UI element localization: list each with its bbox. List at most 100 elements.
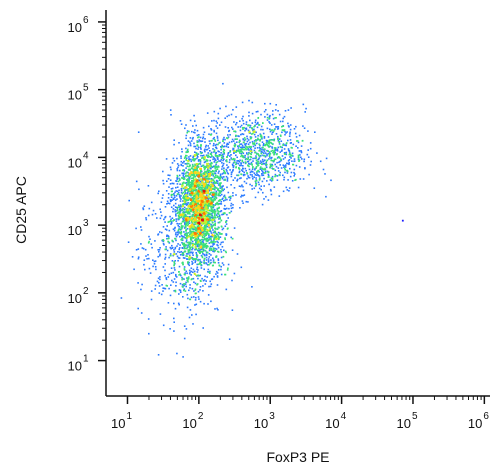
event-dot (224, 138, 226, 141)
event-dot (185, 154, 187, 157)
event-dot (135, 180, 138, 183)
event-dot (205, 259, 208, 261)
event-dot (180, 205, 182, 208)
event-dot (164, 248, 167, 251)
event-dot (212, 219, 215, 221)
event-dot (210, 210, 213, 212)
y-tick-label-exponent: 5 (83, 83, 89, 94)
event-dot (192, 268, 195, 271)
event-dot (273, 128, 276, 131)
event-dot (216, 155, 218, 157)
event-dot (322, 168, 325, 171)
event-dot (149, 238, 151, 240)
event-dot (286, 189, 289, 191)
event-dot (274, 158, 277, 161)
event-dot (264, 159, 266, 161)
event-dot (173, 193, 175, 195)
event-dot (137, 257, 140, 260)
event-dot (254, 180, 257, 183)
event-dot (229, 155, 231, 157)
event-dot (176, 209, 179, 211)
event-dot (216, 215, 219, 218)
event-dot (213, 191, 215, 194)
event-dot (287, 125, 290, 127)
event-dot (200, 212, 202, 214)
event-dot (237, 174, 240, 177)
event-dot (274, 148, 277, 150)
event-dot (215, 169, 217, 171)
event-dot (173, 251, 176, 253)
event-dot (220, 273, 223, 276)
event-dot (259, 135, 262, 137)
event-dot (213, 198, 216, 201)
event-dot (195, 180, 197, 183)
event-dot (216, 233, 218, 236)
event-dot (164, 206, 167, 208)
event-dot (287, 149, 290, 152)
event-dot (216, 233, 219, 236)
event-dot (238, 164, 241, 167)
event-dot (260, 161, 263, 164)
event-dot (199, 199, 201, 202)
event-dot (189, 155, 192, 157)
event-dot (206, 251, 209, 254)
event-dot (196, 173, 199, 176)
event-dot (207, 156, 210, 158)
event-dot (246, 135, 248, 138)
event-dot (201, 219, 203, 222)
event-dot (187, 277, 190, 280)
event-dot (181, 220, 184, 223)
event-dot (178, 289, 181, 291)
event-dot (290, 155, 292, 157)
event-dot (239, 126, 242, 128)
event-dot (167, 202, 170, 204)
event-dot (207, 191, 209, 193)
event-dot (191, 240, 194, 243)
event-dot (176, 178, 178, 180)
event-dot (190, 167, 193, 169)
event-dot (187, 244, 189, 246)
event-dot (142, 207, 144, 209)
event-dot (179, 205, 181, 208)
event-dot (270, 150, 273, 152)
event-dot (262, 172, 264, 174)
event-dot (173, 290, 175, 292)
event-dot (231, 249, 234, 251)
event-dot (207, 205, 209, 208)
event-dot (205, 210, 208, 213)
event-dot (287, 139, 289, 142)
event-dot (278, 141, 281, 143)
event-dot (272, 110, 274, 112)
event-dot (189, 213, 191, 215)
event-dot (190, 251, 192, 253)
event-dot (221, 246, 224, 248)
event-dot (179, 120, 182, 122)
event-dot (250, 145, 252, 148)
event-dot (182, 208, 184, 210)
event-dot (208, 249, 211, 252)
event-dot (255, 155, 257, 157)
event-dot (250, 156, 253, 158)
event-dot (163, 218, 165, 221)
event-dot (206, 219, 208, 221)
event-dot (210, 129, 213, 131)
event-dot (148, 257, 150, 260)
event-dot (229, 199, 231, 201)
event-dot (207, 271, 209, 273)
event-dot (204, 209, 206, 211)
event-dot (172, 228, 175, 230)
event-dot (196, 230, 198, 232)
event-dot (221, 213, 223, 216)
event-dot (210, 208, 213, 210)
event-dot (189, 197, 191, 200)
event-dot (239, 149, 241, 151)
event-dot (283, 167, 286, 170)
event-dot (302, 178, 305, 180)
event-dot (203, 192, 206, 195)
event-dot (214, 222, 216, 225)
event-dot (227, 173, 230, 175)
event-dot (222, 82, 224, 85)
event-dot (268, 118, 270, 120)
event-dot (220, 157, 223, 159)
event-dot (178, 232, 180, 234)
